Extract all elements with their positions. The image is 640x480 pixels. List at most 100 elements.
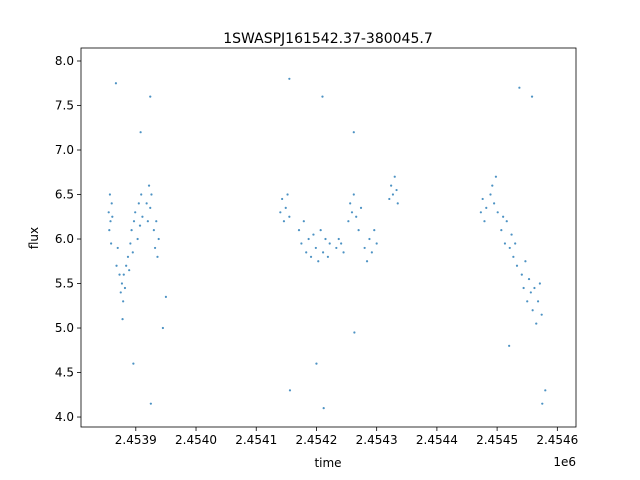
data-point [315,362,318,365]
data-point [288,215,291,218]
data-point [149,402,152,405]
plot-frame [80,47,577,428]
data-point [141,215,144,218]
data-point [132,362,135,365]
data-point [530,95,534,98]
data-point [300,242,303,245]
data-point [373,229,376,232]
data-point [136,237,139,241]
data-point [505,220,508,223]
x-tick-label: 2.4541 [235,433,277,447]
data-point [535,322,538,325]
data-point [544,389,547,392]
data-point [150,193,153,196]
data-point [496,211,499,214]
data-point [114,82,118,85]
data-point [527,277,531,281]
data-point [118,273,121,276]
data-point [540,313,543,316]
x-tick-label: 2.4546 [536,433,578,447]
data-point [281,197,284,201]
data-point [500,229,503,232]
data-point [149,95,152,98]
data-point [109,220,112,223]
data-point [353,331,356,334]
x-tick-label: 2.4543 [356,433,398,447]
data-point [483,220,486,223]
data-point [485,206,488,209]
data-point [502,215,505,218]
data-point [349,202,352,205]
data-point [137,202,140,205]
data-point [518,86,521,89]
data-point [115,264,118,267]
data-point [157,237,160,241]
data-point [352,131,355,134]
data-point [388,197,391,201]
data-point [538,282,541,285]
data-point [312,233,315,236]
data-point [286,193,289,196]
data-point [321,95,324,98]
data-point [363,246,366,250]
data-point [131,251,134,254]
x-tick-label: 2.4545 [476,433,518,447]
data-point [321,251,325,254]
y-tick-label: 5.0 [55,321,74,335]
data-point [134,211,137,214]
data-point [314,246,317,250]
data-point [541,402,544,405]
y-tick-label: 6.0 [55,232,74,246]
data-point [108,193,112,196]
x-tick-label: 2.4539 [115,433,157,447]
data-point [129,242,132,245]
data-point [520,273,523,276]
data-point [396,202,399,205]
data-point [357,229,360,232]
data-point [510,233,513,236]
data-point [370,251,373,254]
data-point [146,220,149,223]
data-point [307,237,310,241]
data-point [120,282,124,285]
data-point [164,295,168,298]
data-point [128,269,131,272]
data-point [350,211,354,214]
data-point [491,184,494,187]
x-offset-label: 1e6 [553,455,576,469]
data-point [126,255,130,258]
data-point [479,211,482,214]
data-point [111,215,114,218]
data-point [138,224,142,227]
data-point [522,286,525,290]
data-point [335,246,338,250]
data-point [395,188,398,192]
data-point [393,175,396,178]
data-point [297,229,301,232]
data-point [152,229,155,232]
data-point [123,286,127,290]
data-point [149,206,152,209]
y-tick-label: 7.5 [55,98,74,112]
data-point [130,229,133,232]
y-tick-label: 7.0 [55,143,74,157]
data-point [508,344,511,347]
data-point [121,318,124,321]
data-point [391,193,395,196]
data-point [489,193,492,196]
y-tick-label: 4.5 [55,366,74,380]
data-point [155,220,158,223]
data-point [337,237,340,241]
data-point [140,193,143,196]
data-point [110,242,113,245]
data-point [319,229,322,232]
data-point [107,211,110,214]
data-point [533,286,536,290]
data-point [494,175,498,178]
y-tick-label: 6.5 [55,188,74,202]
x-tick-label: 2.4542 [295,433,337,447]
data-point [352,193,355,196]
data-point [145,202,148,205]
data-point [284,206,287,209]
